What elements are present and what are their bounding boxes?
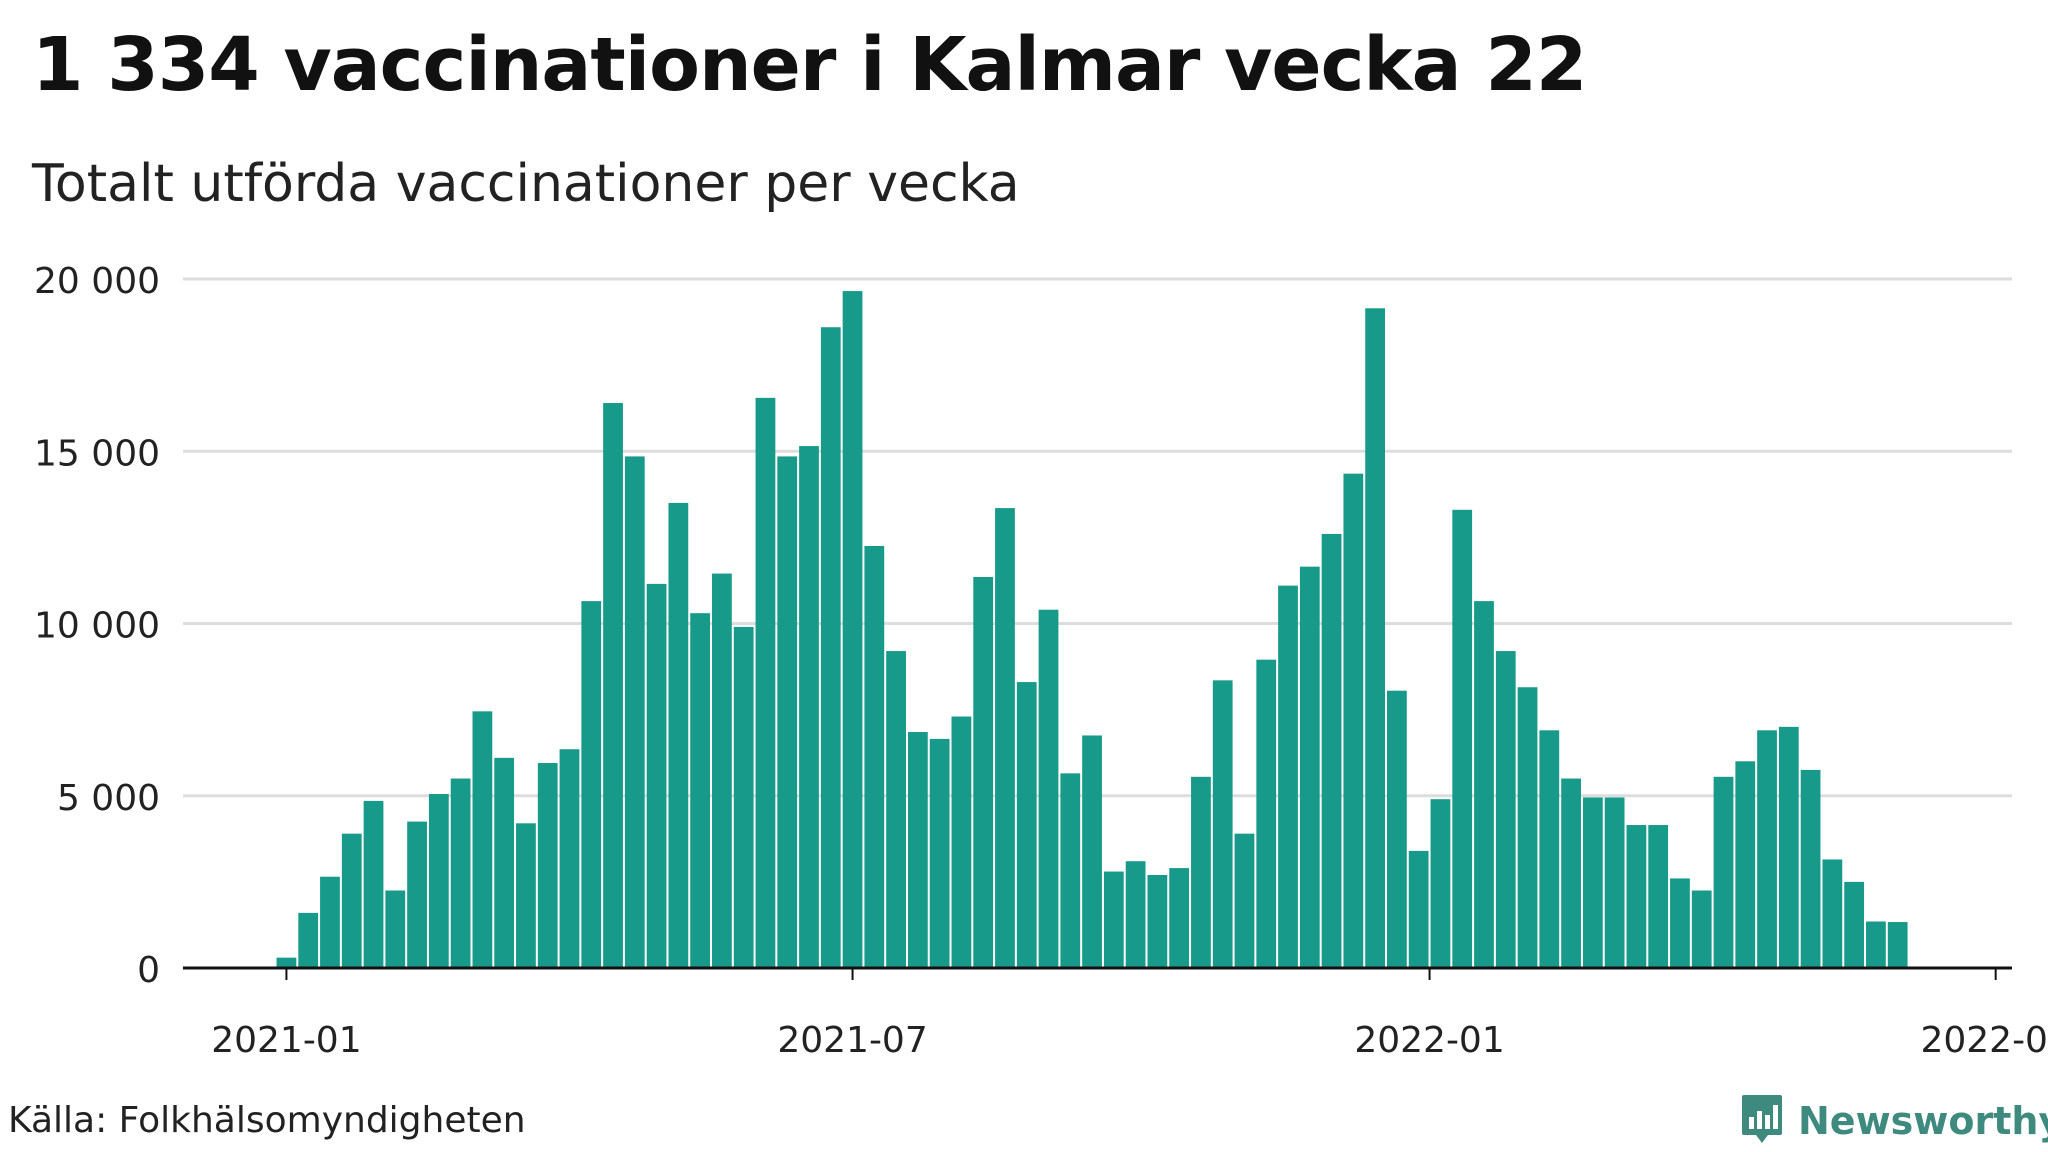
- y-tick-label: 20 000: [34, 261, 160, 302]
- bar: [276, 957, 297, 968]
- bar: [951, 716, 972, 968]
- bar: [1430, 799, 1451, 968]
- bar: [472, 711, 493, 968]
- bar: [886, 651, 906, 968]
- bar: [907, 732, 928, 968]
- bar: [1844, 881, 1865, 968]
- bar: [1452, 509, 1473, 968]
- bar: [1691, 890, 1712, 968]
- bar: [799, 446, 819, 968]
- bar: [1147, 874, 1168, 968]
- bar: [1191, 776, 1211, 968]
- newsworthy-logo-icon: [1740, 1093, 1784, 1149]
- bar: [755, 397, 776, 968]
- bars: [276, 291, 1908, 969]
- bar: [1016, 682, 1037, 968]
- y-axis-ticks: 0 5 000 10 000 15 000 20 000: [34, 261, 160, 991]
- bar: [1887, 922, 1908, 968]
- bar: [624, 456, 645, 968]
- bar: [428, 794, 449, 968]
- y-tick-label: 5 000: [57, 778, 160, 819]
- bar: [1212, 680, 1233, 968]
- bar: [1561, 778, 1581, 968]
- bar: [1735, 761, 1756, 968]
- bar: [1082, 735, 1102, 968]
- bar: [1343, 473, 1364, 968]
- bar: [407, 821, 427, 968]
- bar: [864, 545, 885, 968]
- bar: [842, 291, 863, 968]
- bar: [298, 912, 319, 968]
- x-tick-label: 2021-01: [211, 1020, 361, 1061]
- bar: [1800, 769, 1821, 968]
- brand-logo[interactable]: Newsworthy: [1740, 1093, 2048, 1149]
- y-tick-label: 0: [137, 950, 160, 991]
- bar: [1278, 585, 1298, 968]
- bar: [320, 876, 340, 968]
- bar: [1387, 690, 1407, 968]
- bar: [1539, 730, 1560, 968]
- bar: [341, 833, 362, 968]
- bar: [603, 403, 623, 968]
- bar: [1125, 861, 1146, 968]
- bar: [494, 757, 515, 968]
- brand-name: Newsworthy: [1798, 1099, 2048, 1143]
- bar: [1713, 776, 1734, 968]
- x-tick-label: 2022-01: [1354, 1020, 1504, 1061]
- bar: [1582, 797, 1603, 968]
- bar: [1299, 566, 1320, 968]
- bar: [1234, 833, 1255, 968]
- bar: [1408, 850, 1429, 968]
- bar: [581, 601, 602, 968]
- bar: [537, 763, 558, 968]
- bar: [777, 456, 798, 968]
- bar: [690, 613, 711, 968]
- bar: [1256, 659, 1277, 968]
- gridlines: [183, 277, 2012, 798]
- bar: [820, 327, 841, 969]
- source-note: Källa: Folkhälsomyndigheten: [8, 1100, 526, 1141]
- bar: [1321, 533, 1342, 968]
- bar: [646, 583, 667, 968]
- bar: [1495, 651, 1516, 968]
- bar: [1365, 308, 1386, 969]
- bar: [1103, 871, 1124, 968]
- x-axis-ticks: 2021-01 2021-07 2022-01 2022-07: [211, 968, 2048, 1061]
- bar: [929, 738, 950, 968]
- bar: [973, 576, 994, 968]
- bar: [712, 573, 732, 968]
- bar: [1060, 773, 1081, 968]
- bar: [1474, 601, 1494, 968]
- bar: [1778, 726, 1799, 968]
- bar: [450, 778, 471, 968]
- bar: [1038, 609, 1059, 968]
- bar: [1866, 921, 1886, 968]
- bar: [1169, 868, 1190, 968]
- bar: [1626, 825, 1647, 968]
- y-tick-label: 15 000: [34, 433, 160, 474]
- bar: [1604, 797, 1625, 968]
- bar: [516, 823, 536, 968]
- bar: [1648, 825, 1669, 968]
- y-tick-label: 10 000: [34, 606, 160, 647]
- bar: [385, 890, 406, 968]
- bar: [668, 502, 689, 968]
- x-tick-label: 2021-07: [777, 1020, 927, 1061]
- chart-subtitle: Totalt utförda vaccinationer per vecka: [32, 154, 1020, 214]
- chart-title: 1 334 vaccinationer i Kalmar vecka 22: [32, 22, 1587, 108]
- x-tick-label: 2022-07: [1920, 1020, 2048, 1061]
- bar: [995, 508, 1015, 968]
- bar: [733, 626, 754, 968]
- bar: [1670, 878, 1690, 968]
- bar: [1757, 730, 1777, 968]
- bar: [1822, 859, 1843, 968]
- bar: [1517, 687, 1538, 968]
- bar: [363, 800, 384, 968]
- bar: [559, 749, 580, 968]
